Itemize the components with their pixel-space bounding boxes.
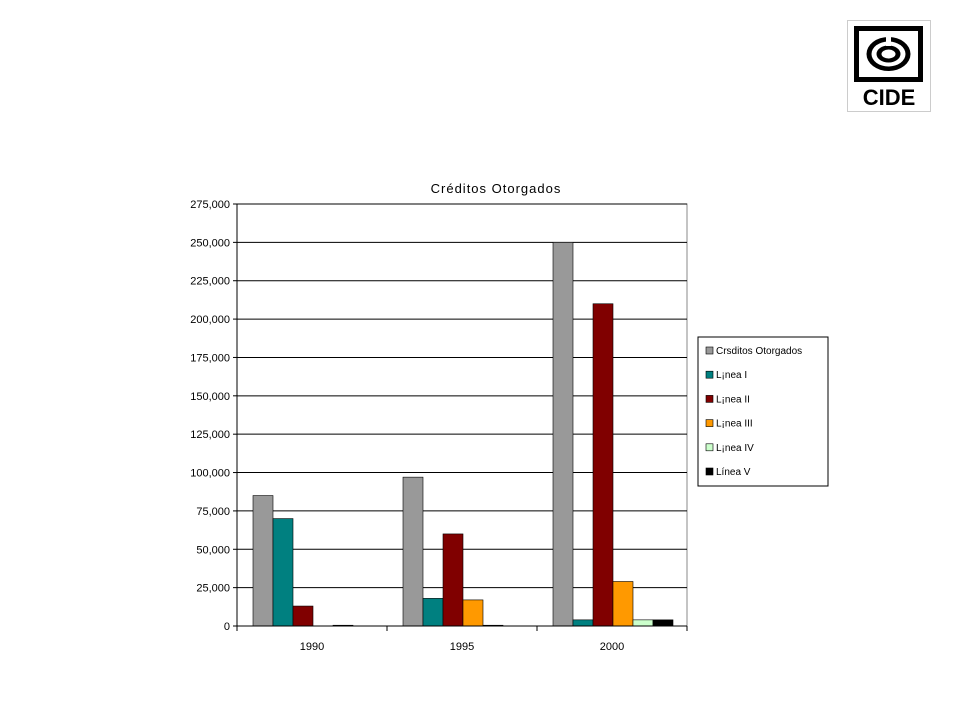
legend-label: Crѕditos Otorgados (716, 346, 802, 357)
bar-1990-series-2 (292, 605, 314, 627)
bar-1990-series-0 (252, 495, 274, 627)
y-tick-label: 150,000 (190, 391, 230, 403)
logo-text: CIDE (863, 85, 916, 110)
y-tick-label: 100,000 (190, 468, 230, 480)
legend-swatch (705, 346, 714, 355)
y-tick-label: 175,000 (190, 352, 230, 364)
bar-2000-series-4 (632, 619, 654, 627)
bar-1995-series-3 (462, 599, 484, 627)
bar-2000-series-0 (552, 242, 574, 627)
x-tick-label: 1990 (300, 641, 324, 653)
bar-2000-series-1 (572, 619, 594, 627)
legend-label: Línea V (716, 467, 751, 478)
legend-swatch (705, 443, 714, 452)
legend-swatch (705, 419, 714, 427)
y-tick-label: 0 (224, 621, 230, 633)
legend-label: L¡nea III (716, 419, 753, 430)
bar-1995-series-1 (422, 598, 444, 627)
legend-label: L¡nea II (716, 394, 750, 405)
bar-2000-series-3 (612, 581, 634, 627)
y-tick-label: 125,000 (190, 429, 230, 441)
y-tick-label: 250,000 (190, 237, 230, 249)
bar-2000-series-2 (592, 303, 614, 627)
x-tick-label: 2000 (600, 641, 624, 653)
y-tick-label: 25,000 (196, 583, 230, 595)
y-tick-label: 75,000 (196, 506, 230, 518)
cide-logo: CIDE (847, 20, 931, 112)
bar-2000-series-5 (652, 619, 674, 627)
y-tick-label: 275,000 (190, 199, 230, 211)
cide-spiral-icon (866, 34, 911, 71)
legend-swatch (705, 370, 714, 379)
chart-title: Créditos Otorgados (431, 181, 562, 196)
y-tick-label: 225,000 (190, 276, 230, 288)
legend-swatch (705, 467, 714, 476)
legend-label: L¡nea I (716, 370, 747, 381)
legend-label: L¡nea IV (716, 443, 754, 454)
y-tick-label: 50,000 (196, 544, 230, 556)
legend-swatch (705, 395, 714, 403)
bar-1995-series-0 (402, 476, 424, 627)
y-tick-label: 200,000 (190, 314, 230, 326)
bar-1990-series-1 (272, 518, 294, 627)
legend: Crѕditos Otorgados L¡nea I L¡nea II L¡nea I… (697, 336, 829, 487)
bar-1995-series-2 (442, 533, 464, 627)
x-tick-label: 1995 (450, 641, 474, 653)
